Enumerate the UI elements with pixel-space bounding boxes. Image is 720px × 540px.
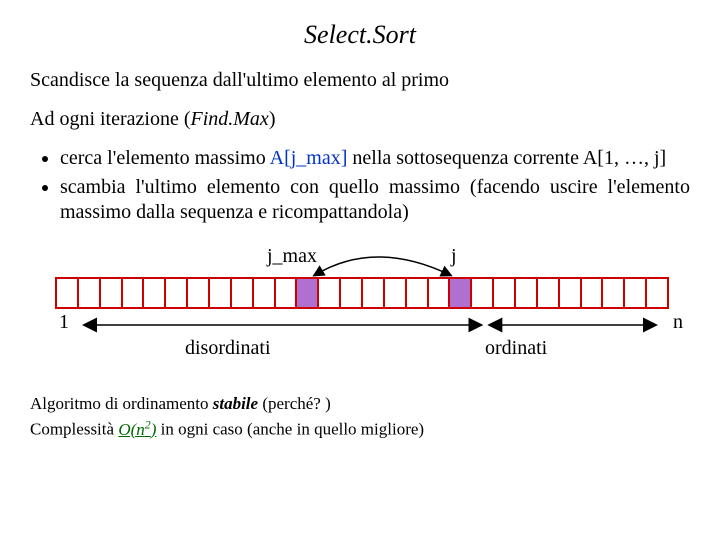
array-cell (57, 279, 79, 307)
axis-arrows-icon (75, 313, 665, 337)
f2-b: in ogni caso (anche in quello migliore) (156, 420, 424, 439)
f1-b: (perché? ) (258, 394, 331, 413)
f1-stabile: stabile (213, 394, 258, 413)
array-cell (101, 279, 123, 307)
array-cell (232, 279, 254, 307)
array-cell (276, 279, 298, 307)
array-cell (341, 279, 363, 307)
f1-a: Algoritmo di ordinamento (30, 394, 213, 413)
index-n-label: n (673, 311, 683, 334)
bullet-2: scambia l'ultimo elemento con quello mas… (60, 175, 690, 225)
array-cell (254, 279, 276, 307)
array-cell (494, 279, 516, 307)
array-diagram: j_max j 1 n disordinati ordinati (55, 245, 665, 375)
array-cell (123, 279, 145, 307)
bullet-list: cerca l'elemento massimo A[j_max] nella … (60, 146, 690, 225)
array-cell (144, 279, 166, 307)
paragraph-1: Scandisce la sequenza dall'ultimo elemen… (30, 68, 690, 93)
array-cell (582, 279, 604, 307)
page-title: Select.Sort (30, 20, 690, 50)
array-cell (647, 279, 667, 307)
p2-findmax: Find.Max (191, 108, 269, 130)
array-cell (603, 279, 625, 307)
array-cell (516, 279, 538, 307)
array-cell (407, 279, 429, 307)
array-cell (297, 279, 319, 307)
footer-line-2: Complessità O(n2) in ogni caso (anche in… (30, 416, 690, 442)
array-cell (166, 279, 188, 307)
array-cell (472, 279, 494, 307)
array-cell (210, 279, 232, 307)
p2-post: ) (269, 108, 276, 130)
array-cell (385, 279, 407, 307)
footer-line-1: Algoritmo di ordinamento stabile (perché… (30, 393, 690, 416)
disordinati-label: disordinati (185, 337, 271, 360)
array-cell (363, 279, 385, 307)
array-cell (625, 279, 647, 307)
p2-pre: Ad ogni iterazione ( (30, 108, 191, 130)
array-cell (429, 279, 451, 307)
b1-blue: A[j_max] (270, 147, 348, 169)
array-cell (560, 279, 582, 307)
footer-notes: Algoritmo di ordinamento stabile (perché… (30, 393, 690, 442)
ordinati-label: ordinati (485, 337, 547, 360)
swap-arc-icon (285, 247, 465, 277)
array-cell (319, 279, 341, 307)
paragraph-2: Ad ogni iterazione (Find.Max) (30, 107, 690, 132)
f2-a: Complessità (30, 420, 118, 439)
index-1-label: 1 (59, 311, 69, 334)
f2-complexity: O(n2) (118, 420, 156, 439)
array-bar (55, 277, 669, 309)
array-cell (538, 279, 560, 307)
array-cell (188, 279, 210, 307)
f2-on-pre: O(n (118, 420, 144, 439)
array-cell (79, 279, 101, 307)
b1-a: cerca l'elemento massimo (60, 147, 270, 169)
bullet-1: cerca l'elemento massimo A[j_max] nella … (60, 146, 690, 171)
b1-b: nella sottosequenza corrente A[1, …, j] (347, 147, 666, 169)
array-cell (450, 279, 472, 307)
